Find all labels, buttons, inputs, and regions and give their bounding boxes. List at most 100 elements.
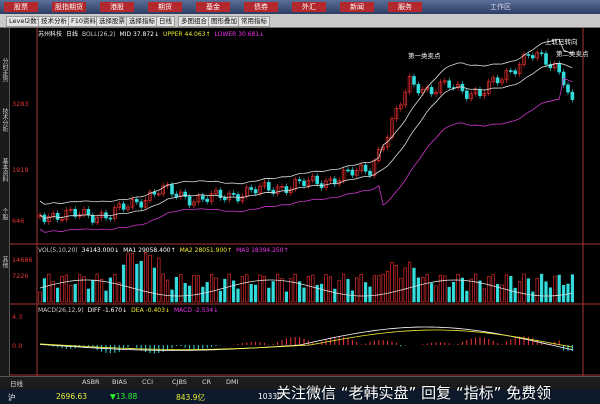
volume-bar: [315, 284, 319, 303]
volume-bar: [161, 273, 165, 303]
volume-bar: [491, 274, 495, 303]
menu-tab[interactable]: 港股: [100, 2, 134, 12]
header-item: MACD -2.534↓: [173, 307, 219, 314]
toolbar: Level2数认 技术分析 F10资料 选择股票 选择指标 日线 多图组合 图形叠加 常用指标: [0, 14, 600, 28]
sidebar-tab[interactable]: 分时走势: [1, 58, 8, 82]
candle-body: [491, 77, 496, 83]
menu-tab[interactable]: 外汇: [292, 2, 326, 12]
toolbar-button[interactable]: 技术分析: [38, 16, 70, 27]
volume-bar: [166, 279, 170, 303]
menu-tab[interactable]: 基金: [196, 2, 230, 12]
toolbar-button[interactable]: 选择股票: [96, 16, 128, 27]
sidebar-tab[interactable]: 其他: [1, 256, 8, 268]
annotation: 上轨已转向: [545, 38, 578, 46]
volume-bar: [522, 273, 526, 303]
sidebar-tab[interactable]: 个股: [1, 208, 8, 220]
axis-label: 14686: [12, 256, 33, 264]
volume-bar: [267, 287, 271, 303]
volume-bar: [377, 275, 381, 303]
candle-body: [86, 209, 91, 216]
menu-tab[interactable]: 期货: [148, 2, 182, 12]
candle-body: [442, 80, 447, 83]
menu-tab[interactable]: 股指期货: [52, 2, 86, 12]
candle-body: [376, 149, 381, 162]
indicator-tab[interactable]: 日线: [10, 380, 23, 388]
candle-body: [143, 200, 148, 208]
header-item: 34143.000↓: [81, 247, 120, 254]
volume-bar: [196, 275, 201, 303]
volume-bar: [311, 274, 315, 303]
menu-tab[interactable]: 新闻: [340, 2, 374, 12]
candle-body: [284, 186, 289, 194]
menu-tab[interactable]: 债券: [244, 2, 278, 12]
volume-bar: [254, 284, 258, 303]
candle-body: [447, 80, 452, 88]
status-item: 843.9亿: [176, 393, 205, 402]
toolbar-button[interactable]: 常用指标: [238, 16, 270, 27]
toolbar-button[interactable]: F10资料: [68, 16, 100, 27]
axis-label: 646: [12, 217, 25, 225]
workspace[interactable]: 工作区: [490, 3, 511, 11]
candle-body: [196, 195, 201, 203]
candle-body: [368, 170, 372, 176]
candle-body: [398, 104, 403, 109]
candle-body: [570, 91, 575, 100]
volume-bar: [403, 267, 407, 303]
volume-bar: [223, 278, 227, 303]
candle-body: [346, 169, 350, 172]
volume-bar: [429, 283, 434, 303]
volume-bar: [416, 277, 421, 303]
boll-upper: [39, 38, 573, 205]
volume-bar: [372, 275, 377, 303]
volume-bar: [280, 278, 284, 303]
status-item: ▼13.88: [110, 392, 138, 401]
indicator-tab[interactable]: CJBS: [172, 378, 187, 386]
candle-body: [486, 81, 491, 94]
candle-body: [412, 76, 416, 85]
candle-body: [310, 175, 315, 181]
candle-body: [429, 87, 434, 95]
candle-body: [209, 193, 214, 202]
volume-bar: [100, 278, 104, 303]
toolbar-button[interactable]: 选择指标: [126, 16, 158, 27]
volume-bar: [289, 278, 293, 303]
indicator-tab[interactable]: CCI: [142, 378, 153, 386]
volume-bar: [553, 275, 557, 303]
toolbar-button[interactable]: 日线: [156, 16, 175, 27]
volume-bar: [245, 274, 249, 303]
volume-bar: [293, 273, 297, 303]
candle-body: [262, 182, 267, 187]
toolbar-button[interactable]: 图形叠加: [208, 16, 240, 27]
volume-bar: [451, 281, 456, 303]
volume-bar: [42, 278, 46, 303]
candle-body: [73, 208, 77, 217]
volume-bar: [324, 274, 328, 303]
indicator-tab[interactable]: BIAS: [112, 378, 127, 386]
candle-body: [385, 136, 390, 148]
macd-dea: [39, 329, 573, 350]
volume-bar: [407, 261, 412, 303]
candle-body: [306, 179, 311, 187]
boll-lower: [39, 77, 573, 233]
menu-tab[interactable]: 服务: [388, 2, 422, 12]
candle-body: [332, 178, 337, 185]
header-item: LOWER 30.681↓: [214, 31, 265, 38]
indicator-tab[interactable]: ASBR: [82, 378, 100, 386]
volume-bar: [275, 273, 280, 303]
volume-bar: [337, 280, 341, 303]
menu-tab[interactable]: 股票: [4, 2, 38, 12]
volume-bar: [188, 285, 192, 303]
sidebar-tab[interactable]: 基本资料: [1, 158, 8, 182]
candle-body: [126, 206, 130, 210]
candle-body: [420, 88, 425, 94]
volume-bar: [539, 273, 544, 303]
indicator-tab[interactable]: DMI: [226, 378, 239, 386]
volume-bar: [108, 277, 112, 303]
volume-bar: [183, 283, 187, 303]
indicator-tab[interactable]: CR: [202, 378, 212, 386]
candle-body: [513, 70, 518, 75]
sidebar-tab[interactable]: 技术分析: [1, 108, 8, 132]
header-item: DEA -0.403↓: [131, 307, 170, 314]
toolbar-button[interactable]: 多图组合: [178, 16, 210, 27]
